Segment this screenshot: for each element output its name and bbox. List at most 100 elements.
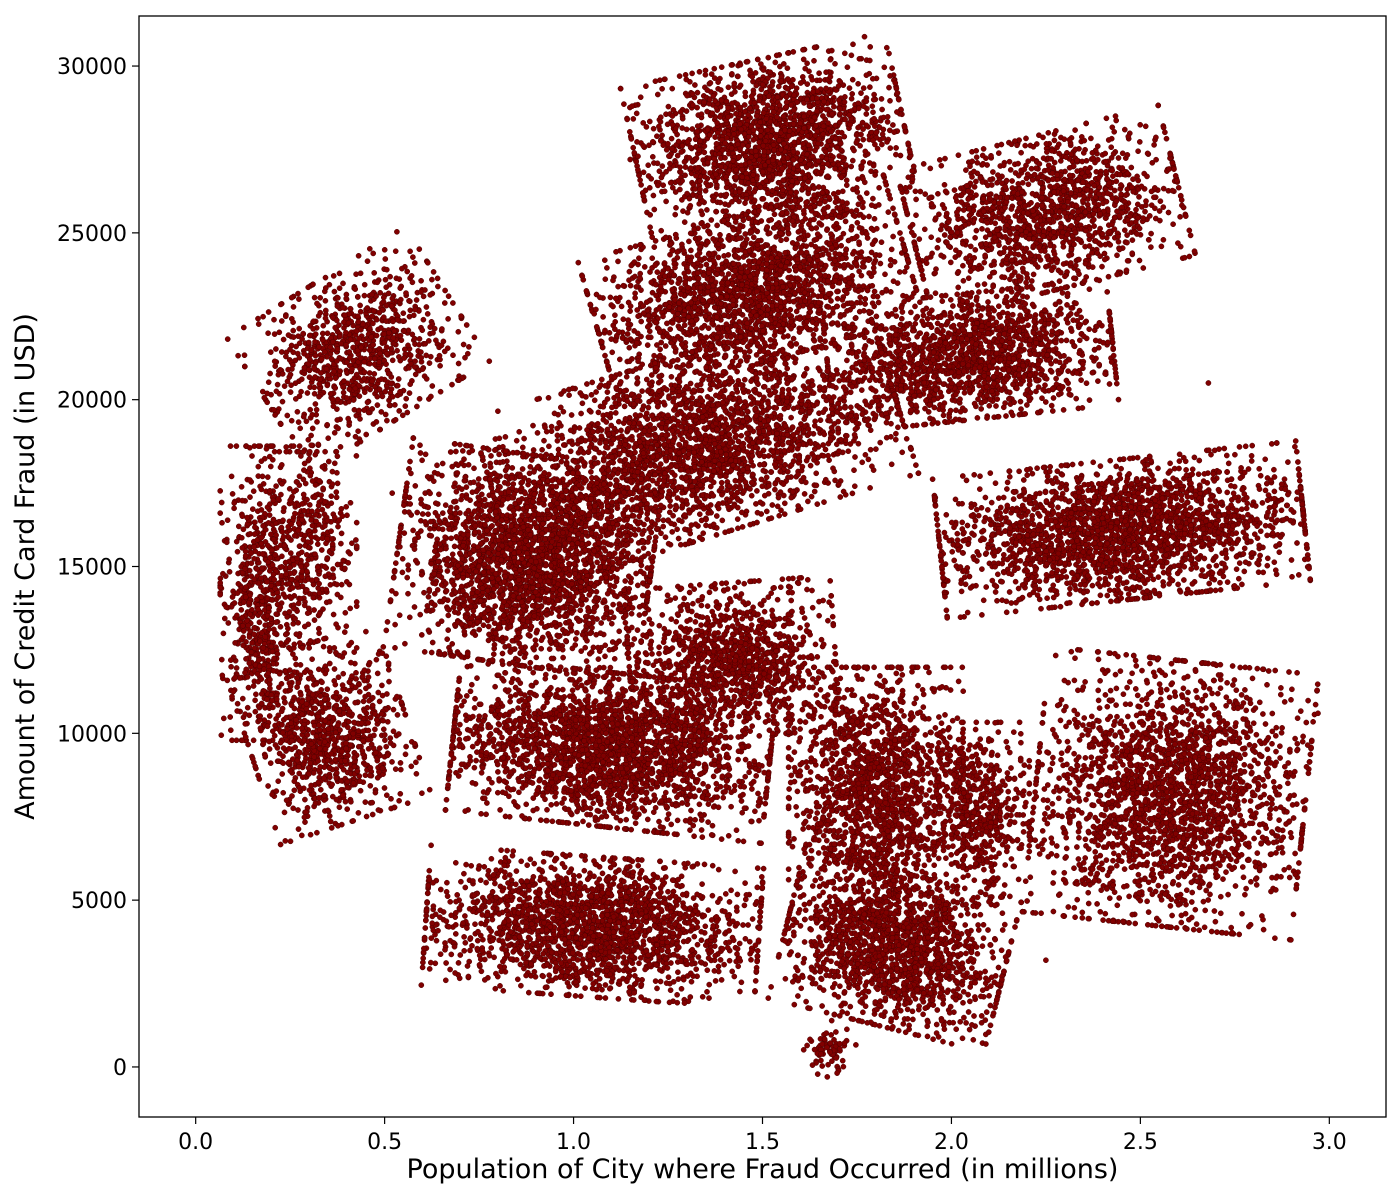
data-point — [711, 161, 718, 167]
data-point — [1037, 237, 1044, 244]
data-point — [966, 212, 973, 219]
data-point — [1187, 232, 1194, 239]
data-point — [1151, 185, 1158, 191]
data-point — [735, 141, 741, 148]
data-point — [798, 244, 804, 251]
data-point — [674, 316, 680, 322]
data-point — [818, 168, 825, 175]
data-point — [897, 152, 904, 159]
data-point — [859, 119, 866, 126]
data-point — [929, 250, 935, 257]
data-point — [732, 252, 739, 259]
data-point — [1116, 246, 1123, 253]
data-point — [712, 171, 719, 178]
data-point — [785, 168, 792, 174]
data-point — [598, 338, 605, 345]
data-point — [909, 221, 916, 228]
data-point — [1031, 171, 1038, 178]
data-point — [1114, 208, 1120, 215]
data-point — [652, 319, 659, 326]
data-point — [806, 221, 812, 228]
data-point — [781, 200, 788, 207]
data-point — [1115, 155, 1122, 161]
data-point — [843, 177, 850, 184]
data-point — [723, 174, 730, 180]
data-point — [941, 205, 948, 212]
data-point — [786, 311, 792, 318]
data-point — [822, 272, 828, 279]
data-point — [790, 148, 797, 155]
data-point — [631, 328, 638, 334]
data-point — [765, 190, 771, 197]
data-point — [1091, 223, 1097, 229]
data-point — [849, 91, 856, 97]
data-point — [627, 308, 633, 314]
data-point — [1030, 208, 1036, 214]
data-point — [885, 209, 892, 215]
data-point — [788, 325, 794, 332]
data-point — [1117, 171, 1123, 178]
data-point — [687, 230, 694, 237]
data-point — [617, 379, 624, 385]
data-point — [649, 255, 656, 262]
data-point — [964, 182, 970, 189]
data-point — [1175, 184, 1182, 191]
data-point — [810, 88, 817, 95]
data-point — [680, 247, 687, 254]
data-point — [811, 216, 817, 223]
data-point — [780, 140, 787, 147]
data-point — [1157, 198, 1164, 205]
data-point — [993, 194, 1000, 201]
data-point — [1032, 261, 1039, 267]
data-point — [677, 109, 684, 115]
data-point — [983, 240, 989, 247]
data-point — [1115, 233, 1121, 240]
data-point — [714, 222, 720, 229]
data-point — [646, 142, 652, 149]
data-point — [857, 142, 863, 149]
data-point — [805, 142, 812, 148]
data-point — [656, 373, 662, 380]
data-point — [971, 254, 978, 261]
data-point — [871, 115, 877, 122]
data-point — [762, 138, 769, 144]
data-point — [669, 85, 676, 92]
data-point — [1035, 228, 1042, 234]
data-point — [755, 259, 762, 266]
data-point — [987, 231, 993, 238]
data-point — [882, 271, 888, 278]
data-point — [1007, 167, 1014, 173]
data-point — [636, 255, 642, 262]
data-point — [669, 320, 676, 326]
data-point — [990, 283, 996, 290]
data-point — [1039, 189, 1046, 196]
data-point — [766, 93, 772, 100]
data-point — [791, 92, 798, 99]
data-point — [862, 148, 869, 155]
data-point — [791, 139, 798, 146]
data-point — [678, 149, 685, 155]
data-point — [748, 229, 755, 236]
data-point — [646, 184, 653, 191]
data-point — [772, 59, 779, 66]
data-point — [800, 207, 807, 214]
data-point — [897, 230, 903, 236]
data-point — [807, 271, 814, 278]
data-point — [766, 276, 773, 282]
data-point — [681, 219, 688, 225]
data-point — [656, 123, 662, 130]
data-point — [913, 196, 919, 203]
data-point — [912, 188, 919, 195]
data-point — [704, 159, 711, 166]
data-point — [721, 218, 727, 224]
data-point — [703, 308, 709, 314]
data-point — [1030, 271, 1037, 278]
data-point — [878, 96, 885, 102]
data-point — [779, 209, 786, 216]
data-point — [638, 318, 645, 325]
data-point — [1136, 139, 1143, 145]
data-point — [708, 217, 715, 223]
data-point — [767, 69, 774, 76]
data-point — [827, 56, 834, 63]
data-point — [973, 154, 980, 161]
